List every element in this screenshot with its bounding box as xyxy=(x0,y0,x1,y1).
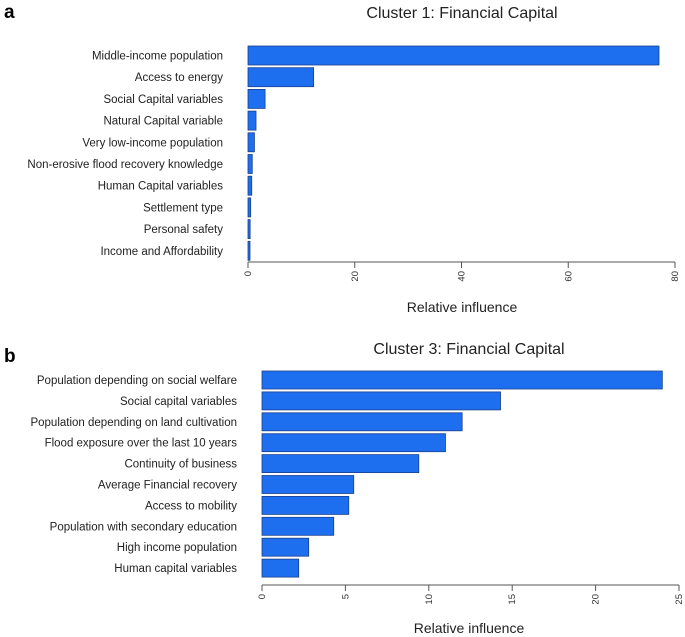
category-label-population-depending-on-social-welfare: Population depending on social welfare xyxy=(37,375,237,387)
category-label-personal-safety: Personal safety xyxy=(144,224,224,236)
panel-b: b Cluster 3: Financial Capital Populatio… xyxy=(4,341,685,636)
panel-b-title: Cluster 3: Financial Capital xyxy=(373,341,564,358)
panel-a-category-labels: Middle-income population Access to energy… xyxy=(27,51,223,258)
panel-b-category-labels: Population depending on social welfare So… xyxy=(30,375,237,575)
bar-very-low-income-population xyxy=(247,132,255,153)
x-tick-label: 15 xyxy=(507,594,518,605)
x-tick-label: 40 xyxy=(457,271,468,282)
category-label-very-low-income-population: Very low-income population xyxy=(82,137,223,149)
x-tick-label: 25 xyxy=(674,594,685,605)
bar-income-and-affordability xyxy=(247,240,251,261)
category-label-middle-income-population: Middle-income population xyxy=(92,51,223,63)
bar-natural-capital-variable xyxy=(247,110,257,131)
panel-a-label: a xyxy=(4,2,15,23)
bar-human-capital-variables xyxy=(247,175,253,196)
category-label-continuity-of-business: Continuity of business xyxy=(124,459,237,471)
panel-a-bars xyxy=(247,45,660,261)
category-label-settlement-type: Settlement type xyxy=(143,202,223,214)
panel-a-title: Cluster 1: Financial Capital xyxy=(366,5,557,22)
bar-settlement-type xyxy=(247,197,252,218)
bar-population-with-secondary-education xyxy=(261,516,335,536)
panel-a-x-axis: 0 20 40 60 80 xyxy=(243,261,681,282)
category-label-social-capital-variables: Social Capital variables xyxy=(103,94,223,106)
category-label-access-to-mobility: Access to mobility xyxy=(145,500,237,512)
bar-population-depending-on-land-cultivation xyxy=(261,412,463,432)
category-label-human-capital-variables: Human Capital variables xyxy=(98,181,224,193)
x-tick-label: 60 xyxy=(563,271,574,282)
x-tick-label: 0 xyxy=(257,594,268,599)
x-tick-label: 20 xyxy=(350,271,361,282)
category-label-flood-exposure-over-the-last-10-years: Flood exposure over the last 10 years xyxy=(45,438,238,450)
bar-average-financial-recovery xyxy=(261,475,355,494)
x-tick-label: 20 xyxy=(591,594,602,605)
category-label-social-capital-variables: Social capital variables xyxy=(120,396,237,408)
category-label-population-with-secondary-education: Population with secondary education xyxy=(50,521,237,533)
category-label-human-capital-variables: Human capital variables xyxy=(114,563,237,575)
category-label-natural-capital-variable: Natural Capital variable xyxy=(103,116,223,128)
bar-high-income-population xyxy=(261,537,310,557)
bar-human-capital-variables xyxy=(261,558,300,578)
panel-b-x-axis-label: Relative influence xyxy=(414,620,525,636)
bar-social-capital-variables xyxy=(261,391,501,411)
bar-access-to-mobility xyxy=(261,495,350,515)
category-label-income-and-affordability: Income and Affordability xyxy=(100,246,223,258)
x-tick-label: 5 xyxy=(340,594,351,599)
bar-personal-safety xyxy=(247,219,251,240)
category-label-average-financial-recovery: Average Financial recovery xyxy=(98,480,237,492)
category-label-population-depending-on-land-cultivation: Population depending on land cultivation xyxy=(30,417,237,429)
x-tick-label: 0 xyxy=(243,271,254,276)
bar-social-capital-variables xyxy=(247,89,266,109)
panel-a: a Cluster 1: Financial Capital Middle-in… xyxy=(4,2,681,315)
bar-non-erosive-flood-recovery-knowledge xyxy=(247,154,253,174)
panel-b-x-axis: 0 5 10 15 20 25 xyxy=(257,584,685,605)
category-label-high-income-population: High income population xyxy=(117,542,237,554)
x-tick-label: 10 xyxy=(424,594,435,605)
bar-middle-income-population xyxy=(247,45,660,66)
bar-flood-exposure-over-the-last-10-years xyxy=(261,433,446,453)
panel-a-x-axis-label: Relative influence xyxy=(407,299,518,315)
panel-b-label: b xyxy=(4,346,16,367)
bar-population-depending-on-social-welfare xyxy=(261,370,663,390)
x-tick-label: 80 xyxy=(670,271,681,282)
bar-continuity-of-business xyxy=(261,454,420,474)
category-label-access-to-energy: Access to energy xyxy=(135,72,223,84)
category-label-non-erosive-flood-recovery-knowledge: Non-erosive flood recovery knowledge xyxy=(27,159,223,171)
bar-access-to-energy xyxy=(247,67,315,88)
panel-b-bars xyxy=(261,370,663,578)
